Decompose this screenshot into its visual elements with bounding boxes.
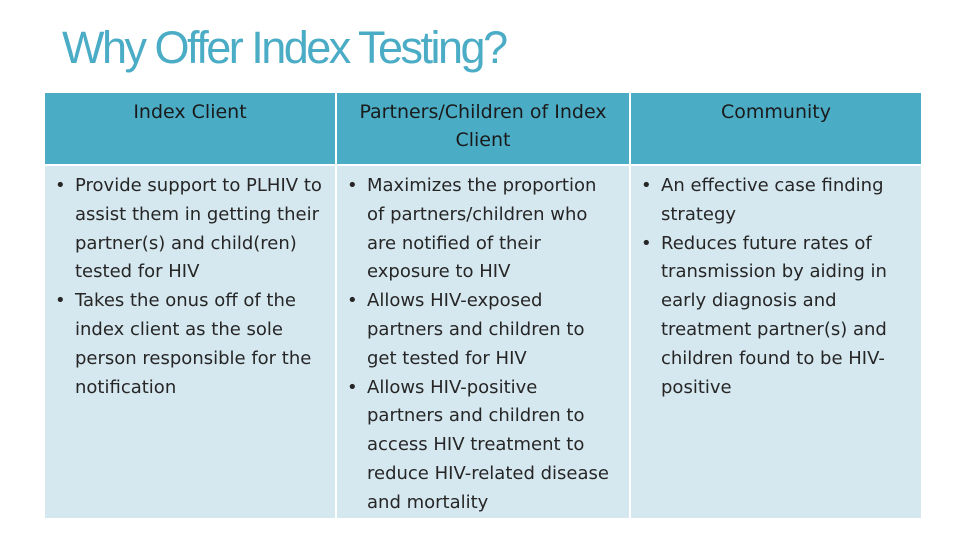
bullet-list: An effective case finding strategy Reduc… (631, 166, 909, 402)
bullet-list: Maximizes the proportion of partners/chi… (337, 166, 615, 518)
list-item: An effective case finding strategy (631, 172, 909, 230)
header-label: Community (721, 101, 831, 123)
partners-children-cell: Maximizes the proportion of partners/chi… (335, 164, 631, 520)
header-index-client: Index Client (43, 91, 337, 166)
index-client-cell: Provide support to PLHIV to assist them … (43, 164, 337, 520)
bullet-list: Provide support to PLHIV to assist them … (45, 166, 333, 402)
list-item: Maximizes the proportion of partners/chi… (337, 172, 615, 287)
list-item: Allows HIV-positive partners and childre… (337, 374, 615, 518)
slide-title: Why Offer Index Testing? (62, 22, 508, 73)
table-row: Provide support to PLHIV to assist them … (43, 164, 923, 520)
header-community: Community (629, 91, 923, 166)
header-label: Index Client (133, 101, 247, 123)
list-item: Takes the onus off of the index client a… (45, 287, 333, 402)
header-partners-children: Partners/Children of Index Client (335, 91, 631, 166)
table-header-row: Index Client Partners/Children of Index … (43, 91, 923, 166)
list-item: Reduces future rates of transmission by … (631, 230, 909, 403)
header-label: Partners/Children of Index Client (359, 101, 607, 151)
list-item: Provide support to PLHIV to assist them … (45, 172, 333, 287)
list-item: Allows HIV-exposed partners and children… (337, 287, 615, 373)
community-cell: An effective case finding strategy Reduc… (629, 164, 923, 520)
comparison-table: Index Client Partners/Children of Index … (43, 91, 923, 520)
